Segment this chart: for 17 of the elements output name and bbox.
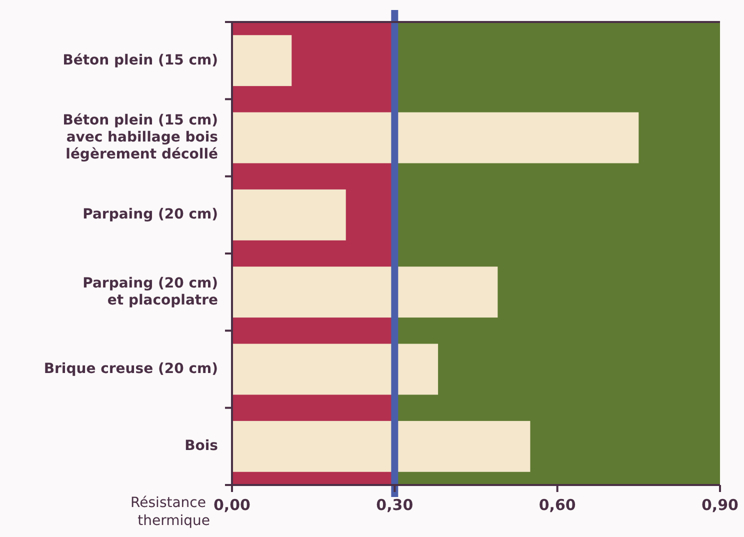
x-tick-label: 0,60 [538,496,576,514]
y-tick-label: Béton plein (15 cm) [62,52,218,68]
x-tick-label: 0,00 [213,496,251,514]
bar [232,266,498,318]
y-tick-label: Parpaing (20 cm) et placoplatre [82,275,218,308]
y-tick-label: Parpaing (20 cm) [82,206,218,223]
y-tick-label: Béton plein (15 cm) avec habillage bois légèrement décollé [62,112,218,163]
bar [232,112,639,164]
y-tick-label: Bois [184,438,218,454]
bar [232,420,530,472]
x-tick-label: 0,90 [701,496,739,514]
bar [232,344,438,395]
x-axis-title: Résistance thermique [130,495,210,529]
x-tick-label: 0,30 [376,496,414,514]
bar [232,189,346,240]
bar [232,35,292,86]
y-tick-label: Brique creuse (20 cm) [44,361,218,378]
